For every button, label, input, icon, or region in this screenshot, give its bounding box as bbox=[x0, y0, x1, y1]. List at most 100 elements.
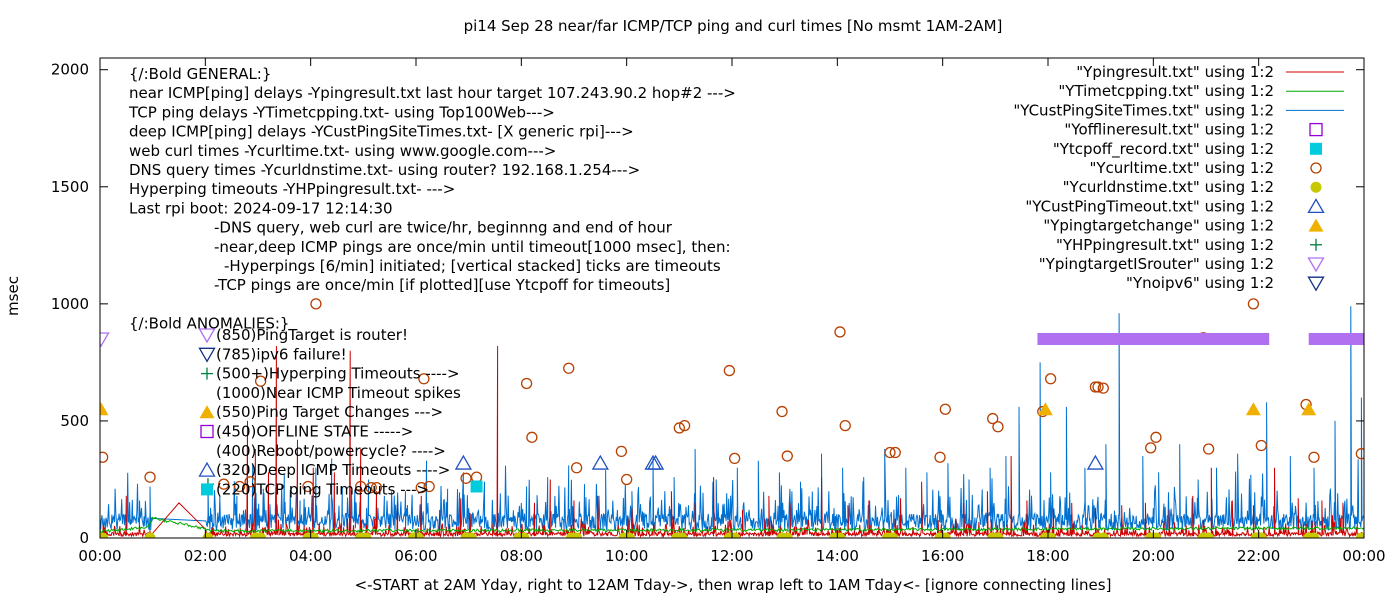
annotation-line: DNS query times -Ycurldnstime.txt- using… bbox=[129, 161, 640, 179]
legend-label: "YCustPingSiteTimes.txt" using 1:2 bbox=[1013, 101, 1274, 119]
data-point bbox=[233, 480, 246, 493]
x-tick-label: 00:00 bbox=[1342, 547, 1385, 565]
data-point bbox=[365, 482, 377, 494]
anomaly-marker bbox=[198, 461, 216, 477]
anomaly-marker bbox=[200, 424, 214, 439]
data-point bbox=[1086, 454, 1105, 470]
data-point bbox=[647, 454, 665, 470]
legend-label: "Ycurldnstime.txt" using 1:2 bbox=[1063, 178, 1274, 196]
data-point bbox=[255, 532, 267, 538]
anomaly-marker bbox=[198, 328, 216, 344]
data-point bbox=[244, 476, 256, 488]
data-point bbox=[254, 375, 267, 387]
data-point bbox=[526, 431, 538, 443]
anomaly-line: (220)TCP ping Timeouts ---> bbox=[216, 480, 429, 498]
legend-label: "YTimetcpping.txt" using 1:2 bbox=[1058, 82, 1274, 100]
x-tick-label: 08:00 bbox=[500, 547, 543, 565]
series-8 bbox=[470, 480, 483, 493]
legend-label: "YHPpingresult.txt" using 1:2 bbox=[1056, 236, 1274, 254]
annotation-line: near ICMP[ping] delays -Ypingresult.txt … bbox=[129, 84, 736, 102]
data-point bbox=[1097, 532, 1109, 538]
legend-label: "YpingtargetISrouter" using 1:2 bbox=[1039, 255, 1274, 273]
y-tick-label: 0 bbox=[79, 529, 89, 547]
data-point bbox=[1097, 382, 1109, 394]
data-point bbox=[355, 480, 367, 493]
data-point bbox=[834, 326, 846, 338]
data-point bbox=[1203, 532, 1215, 538]
data-point bbox=[418, 373, 430, 385]
legend-swatch bbox=[1307, 198, 1325, 214]
data-point bbox=[144, 471, 156, 483]
data-point bbox=[1145, 442, 1157, 454]
data-point bbox=[571, 532, 583, 538]
data-point bbox=[302, 480, 314, 493]
series-line bbox=[100, 345, 1364, 538]
legend-label: "Ypingresult.txt" using 1:2 bbox=[1076, 63, 1274, 81]
x-tick-label: 16:00 bbox=[921, 547, 964, 565]
data-point bbox=[1044, 373, 1057, 385]
legend-swatch bbox=[1310, 162, 1322, 174]
data-point bbox=[776, 405, 788, 418]
anomaly-marker bbox=[198, 347, 216, 363]
data-point bbox=[100, 332, 110, 348]
data-point bbox=[415, 482, 427, 494]
x-tick-label: 00:00 bbox=[78, 547, 121, 565]
y-tick-label: 500 bbox=[60, 412, 89, 430]
annotation-line: -DNS query, web curl are twice/hr, begin… bbox=[214, 219, 673, 237]
y-tick-label: 1500 bbox=[51, 178, 89, 196]
data-point bbox=[370, 482, 383, 494]
data-point bbox=[887, 532, 899, 538]
annotation-line: Hyperping timeouts -YHPpingresult.txt- -… bbox=[129, 180, 455, 198]
x-tick-label: 02:00 bbox=[184, 547, 227, 565]
annotation-line: web curl times -Ycurltime.txt- using www… bbox=[129, 142, 556, 160]
data-point bbox=[144, 532, 156, 538]
data-point bbox=[939, 403, 951, 415]
annotation-line: Last rpi boot: 2024-09-17 12:14:30 bbox=[129, 199, 393, 217]
annotation-line: -near,deep ICMP pings are once/min until… bbox=[214, 238, 731, 256]
anomaly-marker bbox=[201, 367, 213, 380]
data-point bbox=[563, 362, 575, 374]
series-0 bbox=[100, 306, 1364, 533]
annotation-line: {/:Bold ANOMALIES:} bbox=[129, 315, 289, 333]
data-point bbox=[673, 422, 685, 434]
legend-label: "YCustPingTimeout.txt" using 1:2 bbox=[1025, 197, 1274, 215]
anomaly-line: (785)ipv6 failure! bbox=[216, 345, 347, 363]
data-point bbox=[1355, 532, 1364, 538]
annotation-line: deep ICMP[ping] delays -YCustPingSiteTim… bbox=[129, 123, 634, 141]
data-point bbox=[460, 472, 472, 484]
data-point bbox=[1245, 402, 1261, 416]
data-point bbox=[1308, 532, 1320, 538]
series-line bbox=[100, 306, 1364, 533]
data-point bbox=[992, 532, 1004, 538]
legend-swatch bbox=[1307, 276, 1325, 292]
anomaly-line: (1000)Near ICMP Timeout spikes bbox=[216, 384, 461, 402]
legend-swatch bbox=[1309, 122, 1323, 137]
data-point bbox=[1089, 381, 1102, 393]
x-tick-label: 20:00 bbox=[1132, 547, 1175, 565]
data-point bbox=[728, 452, 741, 465]
legend-swatch bbox=[1310, 142, 1322, 155]
data-point bbox=[1355, 448, 1364, 460]
data-point bbox=[1150, 431, 1162, 443]
x-tick-label: 14:00 bbox=[816, 547, 859, 565]
series-6 bbox=[100, 402, 1317, 416]
data-point bbox=[723, 364, 736, 377]
data-point bbox=[1308, 451, 1320, 463]
data-point bbox=[1301, 402, 1317, 416]
anomaly-marker bbox=[201, 483, 213, 496]
data-point bbox=[423, 480, 435, 493]
anomaly-line: (450)OFFLINE STATE -----> bbox=[216, 423, 413, 441]
data-point bbox=[889, 446, 901, 459]
data-point bbox=[218, 478, 230, 490]
x-tick-label: 06:00 bbox=[394, 547, 437, 565]
data-point bbox=[454, 454, 473, 470]
data-point bbox=[465, 532, 477, 538]
anomaly-line: (500+)Hyperping Timeouts ----> bbox=[216, 365, 460, 383]
chart-title: pi14 Sep 28 near/far ICMP/TCP ping and c… bbox=[464, 17, 1003, 35]
legend-label: "Yofflineresult.txt" using 1:2 bbox=[1064, 121, 1274, 139]
annotation-line: {/:Bold GENERAL:} bbox=[129, 65, 271, 83]
data-point bbox=[1255, 439, 1267, 452]
legend-label: "Ytcpoff_record.txt" using 1:2 bbox=[1053, 140, 1274, 159]
data-point bbox=[100, 532, 109, 538]
